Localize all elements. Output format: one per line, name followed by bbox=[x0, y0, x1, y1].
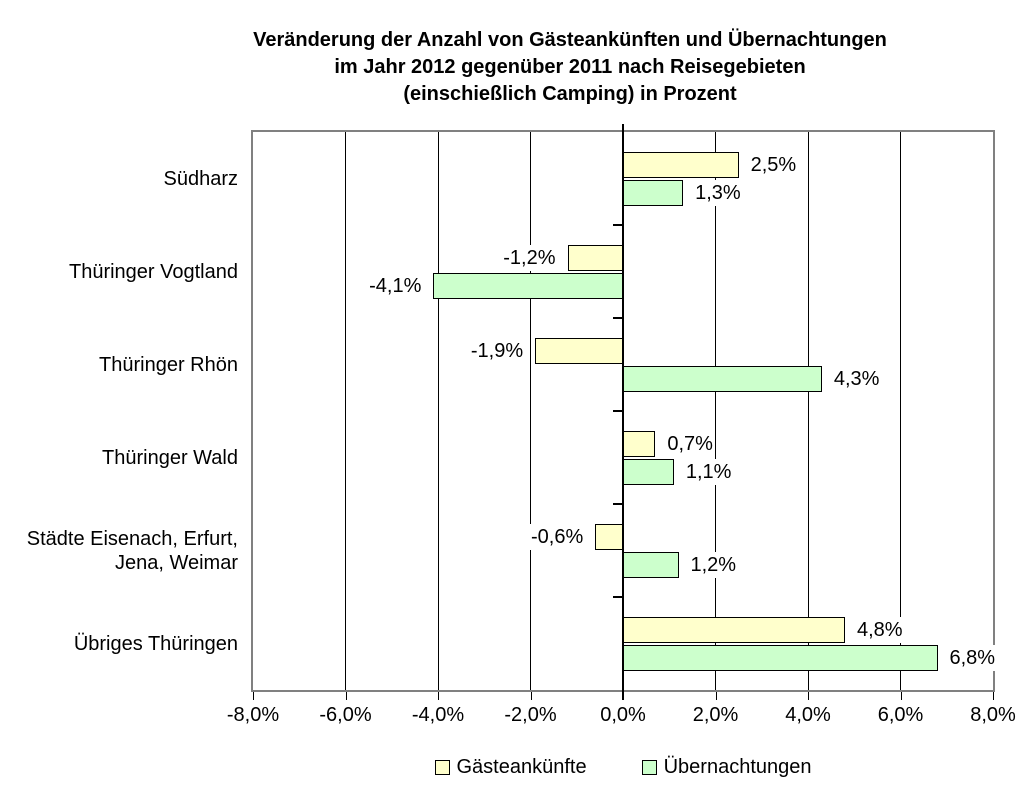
bar-value-label: -1,2% bbox=[502, 244, 557, 271]
gridline bbox=[900, 132, 901, 690]
bar-value-label: 4,8% bbox=[856, 616, 904, 643]
chart-title: Veränderung der Anzahl von Gästeankünfte… bbox=[70, 27, 1031, 108]
bar-uebernachtungen bbox=[623, 179, 684, 206]
x-axis-tick bbox=[345, 692, 347, 700]
legend-swatch-uebernachtungen-icon bbox=[641, 760, 657, 775]
category-axis-tick bbox=[613, 596, 623, 598]
category-axis-tick bbox=[613, 224, 623, 226]
bar-value-label: 1,3% bbox=[694, 179, 742, 206]
category-label: Südharz bbox=[163, 167, 239, 190]
x-axis-tick-label: -2,0% bbox=[504, 704, 557, 726]
bar-value-label: 0,7% bbox=[666, 430, 714, 457]
category-axis-tick bbox=[613, 410, 623, 412]
chart-title-line-3: (einschießlich Camping) in Prozent bbox=[403, 83, 737, 105]
x-axis-tick-label: 2,0% bbox=[692, 704, 739, 726]
bar-gaesteankuenfte bbox=[595, 523, 623, 550]
x-axis-tick-label: -8,0% bbox=[226, 704, 280, 726]
legend-label-gaesteankuenfte: Gästeankünfte bbox=[456, 756, 587, 778]
legend: Gästeankünfte Übernachtungen bbox=[251, 756, 995, 779]
bar-uebernachtungen bbox=[623, 551, 679, 578]
bar-value-label: -0,6% bbox=[530, 523, 585, 550]
bar-gaesteankuenfte bbox=[623, 616, 845, 643]
gridline bbox=[345, 132, 346, 690]
gridline bbox=[530, 132, 531, 690]
legend-label-uebernachtungen: Übernachtungen bbox=[663, 756, 812, 778]
x-axis-tick bbox=[900, 692, 902, 700]
category-label: Städte Eisenach, Erfurt, Jena, Weimar bbox=[26, 527, 238, 574]
gridline bbox=[807, 132, 809, 690]
bar-uebernachtungen bbox=[623, 365, 822, 392]
x-axis-tick bbox=[808, 692, 809, 700]
x-axis-tick bbox=[530, 692, 532, 700]
category-label: Thüringer Wald bbox=[102, 446, 238, 469]
bar-value-label: 4,3% bbox=[832, 365, 881, 392]
category-axis-tick bbox=[613, 503, 623, 505]
x-axis-tick-label: 8,0% bbox=[970, 704, 1016, 726]
category-axis-tick bbox=[613, 317, 623, 319]
x-axis-tick bbox=[253, 692, 254, 700]
category-label: Thüringer Vogtland bbox=[68, 260, 238, 283]
bar-gaesteankuenfte bbox=[535, 337, 623, 364]
x-axis-tick-label: -6,0% bbox=[319, 704, 372, 726]
bar-uebernachtungen bbox=[623, 644, 938, 671]
chart-title-line-2: im Jahr 2012 gegenüber 2011 nach Reisege… bbox=[334, 56, 806, 78]
bar-gaesteankuenfte bbox=[623, 151, 739, 178]
chart-title-line-1: Veränderung der Anzahl von Gästeankünfte… bbox=[253, 29, 887, 51]
x-axis-tick bbox=[993, 692, 994, 700]
gridline bbox=[715, 132, 716, 690]
x-axis-tick bbox=[715, 692, 717, 700]
bar-value-label: -4,1% bbox=[368, 272, 423, 299]
bar-uebernachtungen bbox=[623, 458, 674, 485]
bar-uebernachtungen bbox=[433, 272, 623, 299]
zero-axis-line bbox=[622, 124, 624, 700]
bar-value-label: -1,9% bbox=[469, 337, 525, 364]
category-label: Thüringer Rhön bbox=[99, 353, 238, 376]
bar-gaesteankuenfte bbox=[567, 244, 623, 271]
bar-value-label: 6,8% bbox=[948, 644, 997, 671]
bar-value-label: 2,5% bbox=[749, 151, 798, 178]
bar-gaesteankuenfte bbox=[623, 430, 656, 457]
x-axis-tick-label: 0,0% bbox=[600, 704, 646, 726]
legend-swatch-gaesteankuenfte-icon bbox=[434, 760, 450, 775]
legend-item-gaesteankuenfte: Gästeankünfte bbox=[434, 756, 587, 779]
x-axis-tick-label: -4,0% bbox=[411, 704, 465, 726]
x-axis-tick bbox=[438, 692, 439, 700]
bar-value-label: 1,2% bbox=[689, 551, 738, 578]
category-label: Übriges Thüringen bbox=[73, 632, 238, 655]
gridline bbox=[437, 132, 439, 690]
x-axis-tick-label: 4,0% bbox=[785, 704, 831, 726]
bar-value-label: 1,1% bbox=[684, 458, 733, 485]
x-axis-tick-label: 6,0% bbox=[877, 704, 924, 726]
legend-item-uebernachtungen: Übernachtungen bbox=[641, 756, 812, 779]
